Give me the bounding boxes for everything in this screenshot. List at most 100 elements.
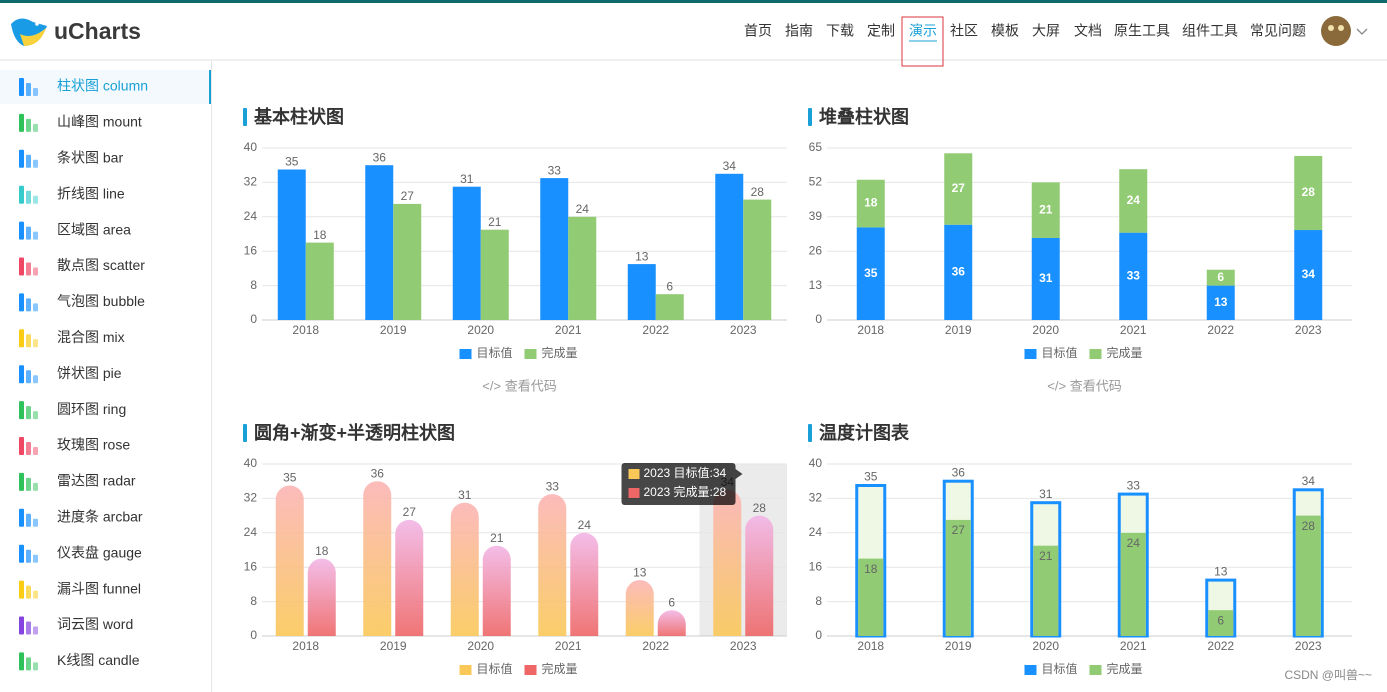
sidebar-item[interactable]: 混合图 mix: [57, 329, 125, 345]
x-tick-label: 2019: [380, 639, 407, 653]
legend-swatch: [459, 349, 472, 359]
y-tick-label: 26: [809, 243, 823, 257]
sidebar-item[interactable]: 进度条 arcbar: [57, 509, 143, 525]
sidebar-item[interactable]: 山峰图 mount: [57, 114, 142, 130]
nav-item[interactable]: 指南: [785, 23, 813, 39]
sidebar-icon: [26, 334, 31, 348]
chart: 基本柱状图 0 8 16 24 32 40 2018 2019 2020 2021 2022 2023 3…: [243, 106, 787, 393]
sidebar-icon: [33, 447, 38, 455]
sidebar-icon: [26, 226, 31, 240]
y-tick-label: 0: [815, 628, 822, 642]
sidebar-icon: [26, 190, 31, 204]
bar: [625, 580, 654, 636]
sidebar-icon: [33, 267, 38, 276]
nav-item[interactable]: 模板: [991, 23, 1019, 39]
bar: [858, 558, 884, 636]
sidebar-item[interactable]: 仪表盘 gauge: [57, 544, 142, 560]
tooltip-swatch: [628, 488, 640, 498]
tooltip-line: 2023 目标值:34: [644, 465, 727, 480]
value-label: 18: [864, 562, 878, 576]
value-label: 36: [952, 465, 966, 479]
value-label: 6: [668, 595, 675, 609]
sidebar-icon: [33, 554, 38, 563]
y-tick-label: 32: [244, 491, 258, 505]
x-tick-label: 2020: [467, 323, 494, 337]
bar: [745, 515, 774, 636]
sidebar-item[interactable]: 条状图 bar: [57, 150, 123, 166]
logo-text[interactable]: uCharts: [54, 18, 141, 44]
bar-segment: [1119, 232, 1148, 320]
sidebar-icon: [19, 544, 24, 563]
value-label: 27: [952, 181, 966, 195]
bar: [275, 485, 304, 636]
top-strip: [0, 0, 1387, 3]
sidebar-item[interactable]: 雷达图 radar: [57, 473, 136, 489]
legend-label[interactable]: 完成量: [542, 661, 578, 676]
legend-label[interactable]: 完成量: [542, 345, 578, 360]
sidebar-item[interactable]: 散点图 scatter: [57, 257, 145, 273]
sidebar-icon: [26, 154, 31, 168]
nav-item[interactable]: 首页: [744, 23, 772, 39]
value-label: 31: [1039, 271, 1053, 285]
y-tick-label: 24: [244, 209, 258, 223]
sidebar-icon: [19, 508, 24, 527]
sidebar-item[interactable]: 词云图 word: [57, 616, 133, 632]
legend-label[interactable]: 目标值: [477, 661, 513, 676]
bar-segment: [1031, 237, 1060, 320]
x-tick-label: 2018: [292, 639, 319, 653]
sidebar-item[interactable]: 饼状图 pie: [57, 365, 122, 381]
sidebar-icon: [26, 585, 31, 599]
sidebar-item[interactable]: K线图 candle: [57, 652, 140, 668]
bar: [480, 229, 509, 320]
nav-item[interactable]: 定制: [867, 23, 895, 39]
y-tick-label: 16: [244, 243, 258, 257]
sidebar-icon: [19, 113, 24, 132]
x-tick-label: 2019: [945, 323, 972, 337]
y-tick-label: 32: [809, 491, 823, 505]
legend-label[interactable]: 完成量: [1107, 661, 1143, 676]
nav-item[interactable]: 组件工具: [1182, 23, 1238, 39]
x-tick-label: 2021: [555, 323, 582, 337]
avatar[interactable]: [1321, 16, 1351, 46]
legend-label[interactable]: 完成量: [1107, 345, 1143, 360]
value-label: 36: [952, 265, 966, 279]
nav-item[interactable]: 社区: [950, 23, 978, 39]
nav-item[interactable]: 演示: [909, 23, 937, 39]
bar: [450, 502, 479, 636]
sidebar-item[interactable]: 玫瑰图 rose: [57, 437, 130, 453]
legend-swatch: [1089, 349, 1102, 359]
value-label: 28: [753, 501, 767, 515]
value-label: 35: [864, 266, 878, 280]
nav-item[interactable]: 常见问题: [1250, 23, 1306, 39]
sidebar-item[interactable]: 气泡图 bubble: [57, 293, 145, 309]
bar: [363, 481, 392, 636]
nav-item[interactable]: 下载: [826, 23, 854, 39]
view-code-link[interactable]: </> 查看代码: [482, 378, 556, 393]
value-label: 35: [283, 471, 297, 485]
avatar-chevron[interactable]: [1356, 28, 1368, 35]
bar-segment: [856, 227, 885, 320]
sidebar-item[interactable]: 漏斗图 funnel: [57, 580, 141, 596]
y-tick-label: 65: [809, 140, 823, 154]
title-accent: [243, 424, 247, 442]
value-label: 24: [578, 518, 592, 532]
legend-swatch: [1089, 665, 1102, 675]
view-code-link[interactable]: </> 查看代码: [1047, 378, 1121, 393]
sidebar-item[interactable]: 区域图 area: [57, 221, 131, 237]
nav-item[interactable]: 文档: [1074, 23, 1102, 39]
avatar-eye: [1338, 25, 1344, 31]
y-tick-label: 40: [244, 456, 258, 470]
sidebar-item[interactable]: 折线图 line: [57, 185, 125, 201]
sidebar-item[interactable]: 柱状图 column: [57, 78, 148, 94]
x-tick-label: 2023: [1295, 323, 1322, 337]
x-tick-label: 2021: [1120, 639, 1147, 653]
legend-label[interactable]: 目标值: [477, 345, 513, 360]
y-tick-label: 8: [250, 278, 257, 292]
sidebar-item[interactable]: 圆环图 ring: [57, 401, 126, 417]
sidebar-icon: [26, 621, 31, 635]
nav-item[interactable]: 大屏: [1032, 23, 1060, 39]
legend-label[interactable]: 目标值: [1042, 661, 1078, 676]
nav-item[interactable]: 原生工具: [1114, 23, 1170, 39]
legend-label[interactable]: 目标值: [1042, 345, 1078, 360]
